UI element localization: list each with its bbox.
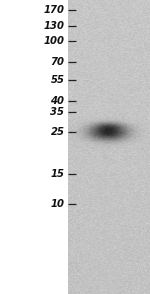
Text: 40: 40 (51, 96, 64, 106)
Text: 15: 15 (51, 169, 64, 179)
Text: 25: 25 (51, 127, 64, 137)
Text: 35: 35 (51, 107, 64, 117)
Text: 130: 130 (44, 21, 64, 31)
Text: 100: 100 (44, 36, 64, 46)
Text: 170: 170 (44, 5, 64, 15)
Text: 70: 70 (51, 57, 64, 67)
Text: 55: 55 (51, 75, 64, 85)
Text: 10: 10 (51, 199, 64, 209)
